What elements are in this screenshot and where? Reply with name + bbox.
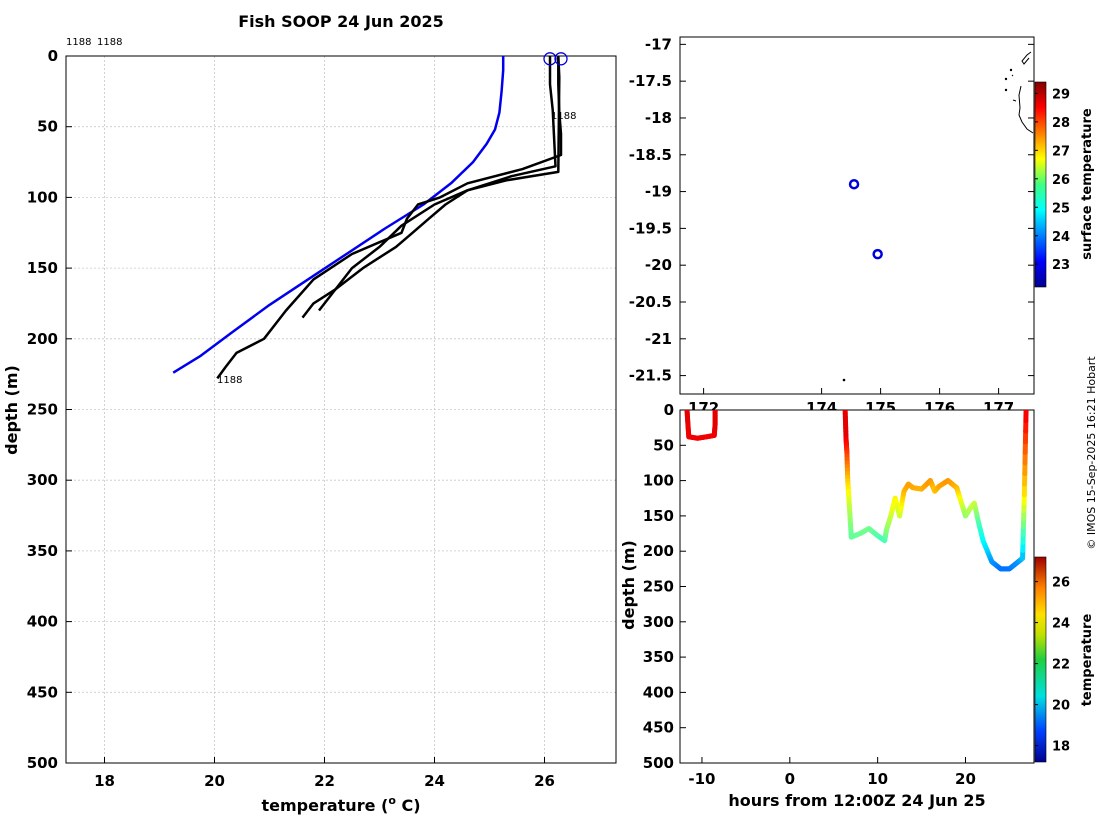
map-y-tick-label: -20.5 [629,293,672,311]
map-axes-frame [679,36,1035,395]
profile-x-tick-label: 22 [314,772,335,790]
temperature-colorbar-label: temperature [1080,614,1095,707]
annotation-top-1: 1188 [66,37,91,48]
time-y-label: depth (m) [619,540,638,630]
profile-x-tick-label: 20 [204,772,225,790]
map-colorbar-label: surface temperature [1080,108,1095,260]
time-y-ticks: 0 50 100 150 200 250 300 350 400 450 500 [643,401,686,772]
map-colorbar-tick-label: 25 [1052,201,1070,216]
time-x-label: hours from 12:00Z 24 Jun 25 [728,791,985,810]
island-dot [842,378,846,382]
annotation-bottom: 1188 [217,375,242,386]
profile-series-layer [172,56,563,380]
profile-start-marker [543,52,557,66]
temperature-profile-line [216,56,563,380]
time-y-tick-label: 450 [643,719,674,737]
profile-start-marker [554,52,568,66]
profile-y-tick-label: 400 [27,613,58,631]
time-y-tick-label: 200 [643,542,674,560]
map-colorbar-ticks: 23 24 25 26 27 28 29 [1035,87,1070,273]
island-dot [1004,77,1008,81]
annotation-top-2: 1188 [97,37,122,48]
figure-title: Fish SOOP 24 Jun 2025 [238,12,444,31]
profile-x-tick-label: 18 [94,772,115,790]
profile-y-tick-label: 100 [27,188,58,206]
profile-y-tick-label: 50 [37,118,58,136]
profile-y-tick-label: 150 [27,259,58,277]
temperature-colorbar-tick-label: 26 [1052,576,1070,591]
temperature-profile-line [318,56,561,312]
profile-y-tick-label: 500 [27,754,58,772]
time-x-ticks: -10 0 10 20 [688,757,976,788]
map-colorbar-tick-label: 29 [1052,87,1070,102]
cast-location-marker [848,178,860,190]
map-y-tick-label: -21.5 [629,367,672,385]
profile-y-tick-label: 250 [27,401,58,419]
island-dot [1009,68,1013,72]
time-x-tick-label: 10 [867,770,888,788]
map-y-tick-label: -19.5 [629,219,672,237]
time-x-tick-label: 20 [955,770,976,788]
map-colorbar-tick-label: 24 [1052,230,1070,245]
map-y-tick-label: -19 [645,183,672,201]
time-y-tick-label: 500 [643,754,674,772]
island-dot [1004,88,1008,92]
time-y-tick-label: 0 [664,401,674,419]
map-colorbar [1034,81,1047,288]
profile-grid [66,55,616,764]
profile-y-tick-label: 350 [27,542,58,560]
profile-x-tick-label: 26 [534,772,555,790]
temperature-colorbar-tick-label: 18 [1052,740,1070,755]
time-y-tick-label: 50 [653,436,674,454]
annotation-mid: 1188 [551,111,576,122]
time-y-tick-label: 300 [643,613,674,631]
profile-marker-layer [543,52,568,66]
coastline [1011,51,1034,134]
map-colorbar-tick-label: 26 [1052,173,1070,188]
time-y-tick-label: 150 [643,507,674,525]
time-y-tick-label: 350 [643,648,674,666]
temperature-profile-line [301,56,557,319]
credit-text: © IMOS 15-Sep-2025 16:21 Hobart [1085,356,1098,550]
map-panel: 172 174 175 176 177 -17-17.5-18-18.5-19-19.5… [629,35,1095,417]
time-y-tick-label: 250 [643,578,674,596]
map-y-tick-label: -18.5 [629,146,672,164]
climatology-profile-line [172,56,505,374]
profile-x-ticks: 18 20 22 24 26 [94,757,555,790]
profile-x-tick-label: 24 [424,772,445,790]
profile-y-tick-label: 0 [48,47,58,65]
map-colorbar-tick-label: 28 [1052,116,1070,131]
map-y-tick-label: -21 [645,330,672,348]
temperature-colorbar-tick-label: 22 [1052,658,1070,673]
map-y-ticks: -17 -17.5 -18 -18.5 -19 -19.5 -20 -20.5 -21 -21.5 [629,35,1034,385]
map-y-tick-label: -20 [645,256,672,274]
profile-y-ticks: 0 50 100 150 200 250 300 350 400 450 500 [27,47,72,772]
temperature-colorbar-tick-label: 24 [1052,617,1070,632]
time-cast-layer [684,410,1029,572]
profile-y-tick-label: 450 [27,683,58,701]
time-depth-panel: -10 0 10 20 050100150200250300350400450500 … [619,401,1095,810]
profile-panel: 18 20 22 24 26 0 50 100 150 200 250 300 350 400 450 50… [2,37,617,815]
map-y-tick-label: -17 [645,35,672,53]
map-y-tick-label: -17.5 [629,72,672,90]
temperature-colorbar-tick-label: 20 [1052,699,1070,714]
map-y-tick-label: -18 [645,109,672,127]
profile-x-label: temperature (o C) [261,794,420,815]
time-x-tick-label: -10 [688,770,715,788]
time-y-tick-label: 100 [643,472,674,490]
cast-location-marker [872,248,883,260]
time-depth-axes-frame [679,409,1035,764]
profile-y-tick-label: 200 [27,330,58,348]
time-y-tick-label: 400 [643,683,674,701]
profile-axes-frame [65,55,617,764]
profile-y-label: depth (m) [2,365,21,455]
time-x-tick-label: 0 [785,770,795,788]
temperature-colorbar [1034,556,1047,763]
temperature-colorbar-ticks: 18 20 22 24 26 [1035,576,1070,755]
profile-y-tick-label: 300 [27,471,58,489]
map-colorbar-tick-label: 23 [1052,258,1070,273]
map-colorbar-tick-label: 27 [1052,144,1070,159]
map-point-layer [848,178,883,260]
